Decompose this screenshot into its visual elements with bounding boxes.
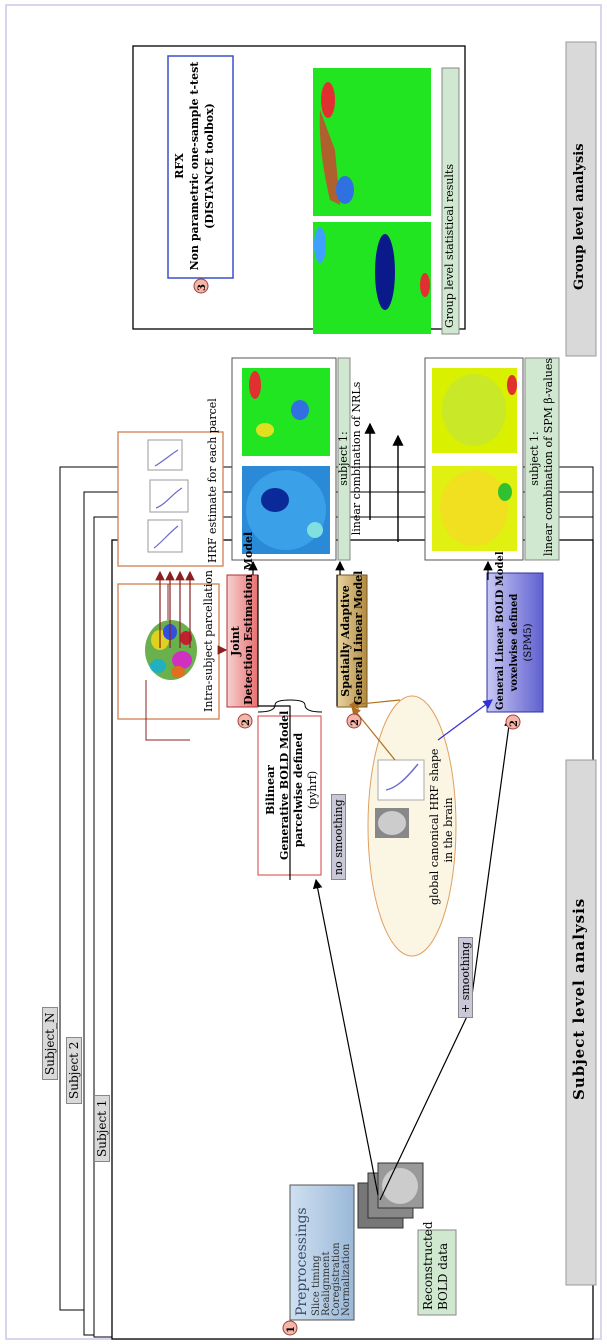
bold-label-box bbox=[417, 1229, 457, 1316]
rfx-line: RFX bbox=[173, 153, 186, 179]
glm-line: (SPM5) bbox=[523, 623, 534, 662]
bold-label-line: Reconstructed bbox=[421, 1221, 435, 1310]
group-results-label-box bbox=[441, 67, 460, 335]
step-3-circle bbox=[193, 278, 209, 294]
hrf-label: HRF estimate for each parcel bbox=[206, 398, 219, 563]
saglm-text: Spatially Adaptive General Linear Model bbox=[339, 570, 365, 705]
no-smoothing-label: no smoothing bbox=[331, 794, 346, 880]
subject-level-title: Subject level analysis bbox=[570, 897, 588, 1100]
glm-box bbox=[486, 572, 544, 713]
nrl-label-line: linear combination of NRLs bbox=[350, 381, 363, 536]
glm-text: General Linear BOLD Model voxelwise defi… bbox=[494, 551, 536, 710]
bilinear-line: Generative BOLD Model bbox=[278, 710, 291, 860]
jde-line: Joint bbox=[229, 626, 242, 656]
nrl-label-line: subject 1: bbox=[337, 431, 350, 486]
bilinear-line: parcelwise defined bbox=[292, 732, 305, 848]
nrl-label: subject 1: linear combination of NRLs bbox=[337, 361, 363, 556]
subject-1-tag: Subject 1 bbox=[94, 1094, 110, 1162]
bilinear-line: (pyhrf) bbox=[306, 770, 319, 810]
step-2-circle-glm bbox=[505, 714, 521, 730]
group-results-label: Group level statistical results bbox=[443, 163, 456, 328]
canonical-line: global canonical HRF shape bbox=[428, 748, 441, 905]
preproc-title: Preprocessings bbox=[294, 1207, 310, 1316]
bold-label-line: BOLD data bbox=[436, 1242, 450, 1310]
bold-brain-stack bbox=[357, 1162, 424, 1229]
spm-label-line: subject 1: bbox=[528, 431, 541, 486]
glm-line: General Linear BOLD Model bbox=[495, 551, 506, 710]
step-2-circle-saglm bbox=[346, 713, 362, 729]
jde-box bbox=[226, 574, 259, 708]
rfx-line: Non parametric one-sample t-test bbox=[188, 61, 201, 271]
step-1-number: 1 bbox=[286, 1326, 297, 1333]
step-3-number: 3 bbox=[197, 284, 208, 291]
jde-text: Joint Detection Estimation Model bbox=[229, 531, 255, 705]
rfx-line: (DISTANCE toolbox) bbox=[203, 103, 216, 229]
spm-label-line: linear combination of SPM β-values bbox=[542, 358, 555, 556]
glm-line: voxelwise defined bbox=[509, 593, 520, 692]
preprocessing-box bbox=[289, 1184, 355, 1321]
step-1-circle bbox=[282, 1320, 298, 1336]
step-2-number-jde: 2 bbox=[241, 719, 252, 726]
preproc-step: Normalization bbox=[341, 1243, 352, 1316]
canonical-text: global canonical HRF shape in the brain bbox=[428, 748, 456, 905]
bilinear-line: Bilinear bbox=[264, 765, 277, 815]
saglm-line: General Linear Model bbox=[352, 570, 365, 705]
group-map-2 bbox=[313, 222, 431, 334]
step-2-number-saglm: 2 bbox=[350, 719, 361, 726]
hrf-curves bbox=[147, 439, 189, 553]
spm-label-box bbox=[524, 357, 560, 561]
canonical-line: in the brain bbox=[442, 797, 455, 863]
step-2-circle-jde bbox=[237, 713, 253, 729]
spm-label: subject 1: linear combination of SPM β-v… bbox=[528, 358, 556, 556]
nrl-label-box bbox=[337, 357, 351, 561]
parcellation-label: Intra-subject parcellation bbox=[202, 570, 215, 712]
subject-n-tag: Subject_N bbox=[42, 1007, 58, 1080]
rfx-box bbox=[167, 55, 234, 279]
subject-level-banner bbox=[565, 759, 597, 1286]
bold-label: Reconstructed BOLD data bbox=[421, 1221, 451, 1310]
jde-line: Detection Estimation Model bbox=[242, 531, 255, 705]
bilinear-text: Bilinear Generative BOLD Model parcelwis… bbox=[264, 710, 320, 860]
saglm-line: Spatially Adaptive bbox=[339, 585, 352, 697]
subject-2-tag: Subject 2 bbox=[66, 1036, 82, 1104]
group-level-banner bbox=[565, 41, 597, 357]
step-2-number-glm: 2 bbox=[509, 720, 520, 727]
preproc-steps: Slice timing Realignment Coregistration … bbox=[311, 1242, 352, 1316]
rfx-text: RFX Non parametric one-sample t-test (DI… bbox=[172, 60, 217, 272]
parcellation-brain bbox=[145, 620, 197, 680]
group-level-title: Group level analysis bbox=[572, 143, 587, 290]
smoothing-label: + smoothing bbox=[458, 936, 473, 1018]
